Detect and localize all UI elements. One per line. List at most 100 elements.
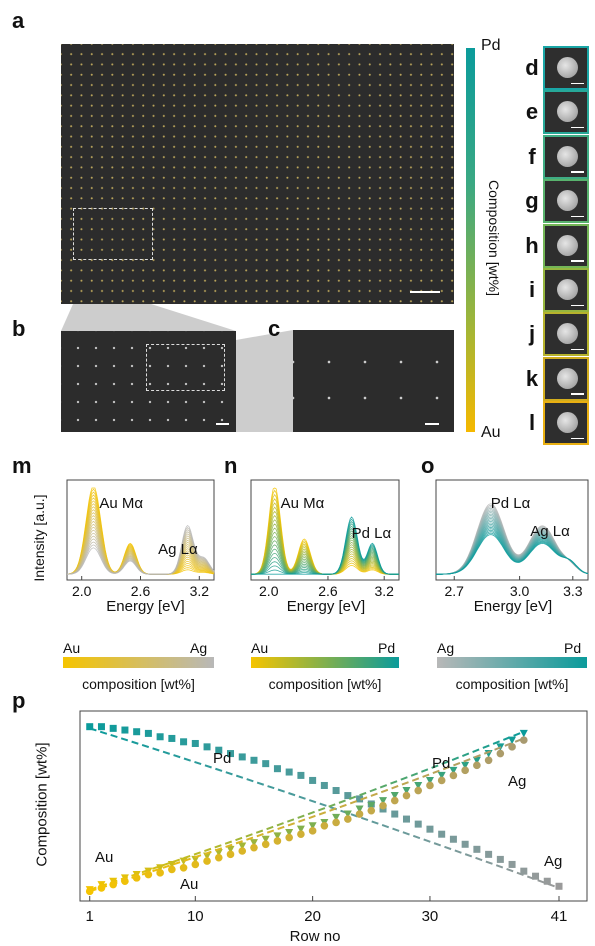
- scale-bar-b: [216, 423, 229, 425]
- spectrum-o-curve: [436, 534, 589, 575]
- chart-x-tick-label: 10: [187, 908, 204, 925]
- chart-annotation: Pd: [432, 755, 450, 772]
- data-point-triangle: [402, 787, 411, 795]
- legend-m-caption: composition [wt%]: [82, 676, 195, 692]
- data-point-square: [402, 815, 410, 823]
- data-point-square: [227, 750, 235, 758]
- scale-bar-a: [410, 291, 440, 293]
- spectrum-o-peak-label-1: Pd Lα: [491, 495, 531, 512]
- spectrum-n-curve: [251, 516, 399, 575]
- chart-annotation: Ag: [544, 853, 562, 870]
- data-point-triangle: [472, 756, 481, 765]
- data-point-circle: [261, 840, 270, 849]
- nanoparticle-image-d: [543, 46, 589, 90]
- data-point-square: [320, 781, 328, 789]
- data-point-circle: [238, 847, 247, 855]
- data-point-circle: [214, 853, 223, 862]
- data-point-square: [215, 746, 223, 754]
- panel-label-p: p: [12, 688, 26, 713]
- data-point-triangle: [461, 761, 470, 770]
- panel-label-o: o: [421, 453, 435, 478]
- nanoparticle: [557, 279, 578, 300]
- data-point-square: [555, 882, 563, 890]
- nanoparticle: [557, 323, 578, 345]
- spectrum-n-tick-label: 3.2: [374, 583, 394, 599]
- scale-bar-c: [425, 423, 439, 425]
- nanoparticle: [557, 57, 578, 78]
- scale-bar: [571, 304, 584, 306]
- data-point-square: [180, 738, 188, 746]
- data-point-triangle: [238, 842, 247, 850]
- nanoparticle: [557, 190, 578, 212]
- data-point-square: [414, 820, 422, 828]
- legend-o-left: Ag: [437, 640, 455, 656]
- panel-label-l: l: [528, 410, 536, 436]
- panel-label-n: n: [224, 453, 238, 478]
- scale-bar: [571, 126, 584, 129]
- data-point-triangle: [414, 781, 423, 790]
- data-point-triangle: [379, 797, 388, 805]
- spectrum-m-curve: [67, 524, 215, 575]
- panel-label-k: k: [525, 365, 539, 391]
- data-point-triangle: [308, 822, 317, 830]
- chart-x-tick-label: 20: [304, 908, 321, 925]
- data-point-triangle: [367, 802, 376, 810]
- sem-image-array-overview: [61, 44, 454, 304]
- data-point-circle: [449, 771, 458, 780]
- data-point-triangle: [249, 839, 258, 847]
- nanoparticle-image-l: [543, 401, 589, 446]
- nanoparticle-image-k: [543, 356, 589, 401]
- nanoparticle-image-f: [543, 134, 589, 179]
- data-point-circle: [414, 786, 423, 795]
- data-point-square: [97, 723, 105, 731]
- data-point-square: [297, 771, 305, 779]
- panel-label-b: b: [12, 316, 26, 341]
- data-point-circle: [496, 749, 505, 758]
- scale-bar: [571, 260, 584, 262]
- data-point-triangle: [449, 766, 458, 775]
- data-point-square: [332, 787, 340, 795]
- data-point-square: [133, 728, 141, 736]
- legend-m-left: Au: [63, 640, 81, 656]
- legend-gradient-o: [437, 657, 587, 668]
- spectrum-n-peak-label-1: Au Mα: [281, 495, 325, 512]
- data-point-circle: [179, 864, 188, 872]
- spectrum-n-tick-label: 2.6: [318, 583, 338, 599]
- data-point-square: [356, 795, 364, 803]
- data-point-circle: [250, 843, 258, 852]
- data-point-circle: [203, 857, 211, 865]
- data-point-circle: [320, 822, 329, 830]
- data-point-square: [191, 739, 199, 747]
- panel-label-m: m: [12, 453, 32, 478]
- data-point-triangle: [355, 805, 364, 813]
- chart-x-tick-label: 1: [86, 908, 94, 925]
- data-point-circle: [367, 806, 376, 815]
- data-point-triangle: [519, 729, 528, 738]
- data-point-circle: [402, 791, 411, 800]
- data-point-square: [449, 835, 457, 843]
- data-point-circle: [168, 865, 176, 874]
- scale-bar: [571, 348, 584, 351]
- data-point-square: [273, 765, 281, 773]
- data-point-circle: [156, 869, 164, 877]
- panel-label-e: e: [525, 99, 539, 125]
- data-point-circle: [85, 887, 94, 896]
- composition-colorbar: [466, 48, 475, 432]
- scale-bar: [571, 437, 584, 440]
- nanoparticle-image-e: [543, 90, 589, 135]
- data-point-square: [121, 726, 129, 734]
- data-point-circle: [508, 743, 516, 751]
- nanoparticle: [557, 101, 578, 123]
- data-point-triangle: [332, 813, 341, 822]
- nanoparticle-image-h: [543, 223, 589, 268]
- nanoparticle-image-j: [543, 312, 589, 357]
- panel-label-f: f: [528, 143, 536, 169]
- spectrum-m-tick-label: 3.2: [190, 583, 210, 599]
- scale-bar: [571, 82, 584, 84]
- chart-annotation: Au: [95, 849, 113, 866]
- nanoparticle: [557, 145, 578, 167]
- data-point-square: [473, 845, 481, 853]
- data-point-circle: [285, 833, 293, 842]
- data-point-circle: [297, 830, 305, 838]
